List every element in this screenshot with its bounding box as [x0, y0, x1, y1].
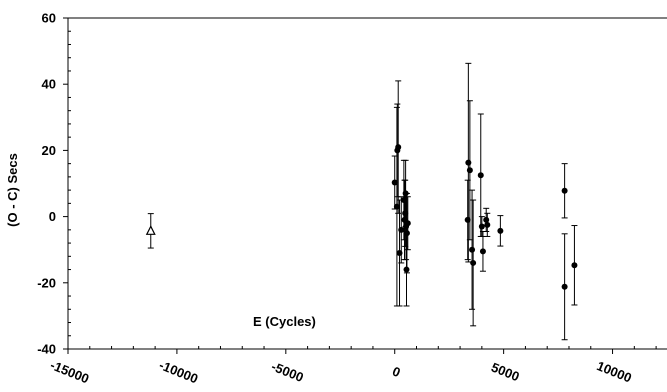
tick-labels: 60 40 20 0 -20 -40-15000 -10000 -5000 0 5000 10000	[37, 11, 634, 387]
y-tick-label: 40	[42, 77, 56, 92]
x-tick-label: -5000	[269, 359, 305, 385]
y-axis-title: (O - C) Secs	[5, 153, 20, 227]
y-tick-label: -40	[37, 342, 56, 357]
y-tick-label: -20	[37, 275, 56, 290]
data-point	[561, 187, 568, 194]
data-point	[402, 210, 409, 217]
x-tick-label: 0	[390, 364, 402, 381]
data-point	[403, 266, 410, 273]
data-point	[400, 197, 407, 204]
data-point	[464, 216, 471, 223]
y-tick-label: 60	[42, 11, 56, 26]
data-point	[478, 223, 485, 230]
data-point	[469, 246, 476, 253]
data-point	[479, 248, 486, 255]
markers	[145, 144, 578, 290]
y-tick-label: 20	[42, 143, 56, 158]
data-point	[391, 179, 398, 186]
data-point	[465, 159, 472, 166]
error-bars	[147, 62, 578, 341]
y-tick-label: 0	[49, 209, 56, 224]
x-axis-title: E (Cycles)	[253, 314, 316, 329]
axes	[63, 17, 667, 354]
x-tick-label: -15000	[48, 357, 91, 386]
x-tick-label: 10000	[595, 358, 634, 385]
x-tick-label: 5000	[489, 359, 521, 384]
data-point	[403, 230, 410, 237]
data-point-triangle	[145, 224, 156, 235]
data-point	[393, 203, 400, 210]
data-point	[466, 167, 473, 174]
data-point	[404, 220, 411, 227]
data-point	[470, 259, 477, 266]
data-point	[395, 144, 402, 151]
data-point	[561, 283, 568, 290]
data-point	[477, 172, 484, 179]
data-point	[484, 221, 491, 228]
data-point	[402, 190, 409, 197]
x-tick-label: -10000	[157, 357, 200, 386]
data-point	[497, 227, 504, 234]
data-point	[396, 250, 403, 257]
data-point	[398, 226, 405, 233]
data-point	[571, 262, 578, 269]
data-point	[483, 216, 490, 223]
